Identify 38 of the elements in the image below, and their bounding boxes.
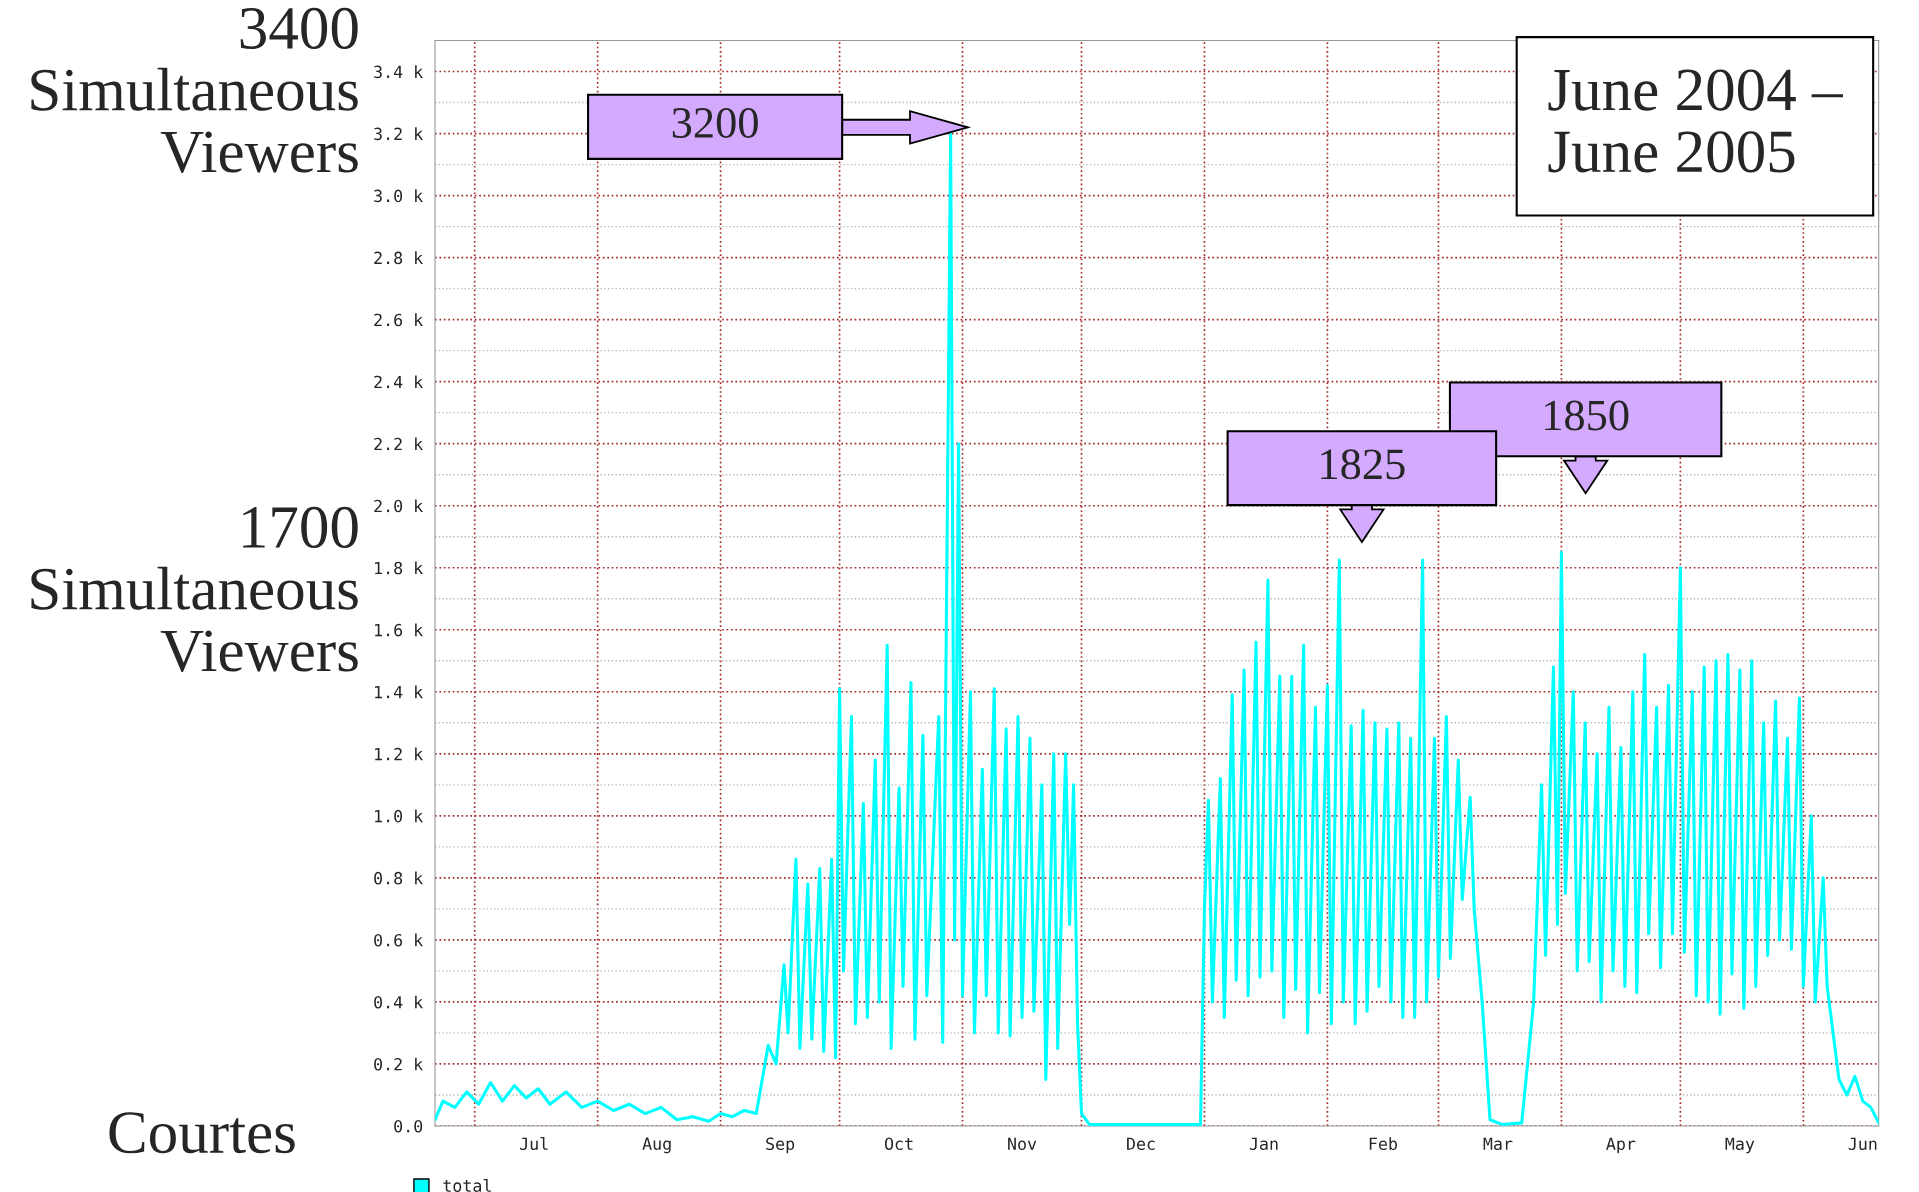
y-tick-label: 1.0 k bbox=[375, 809, 423, 823]
y-tick-label: 3.2 k bbox=[374, 127, 423, 141]
x-tick-label: Jan bbox=[1249, 1137, 1278, 1151]
y-tick-label: 1.6 k bbox=[375, 623, 423, 637]
x-tick-label: Dec bbox=[1127, 1137, 1155, 1151]
y-tick-label: 0.6 k bbox=[374, 933, 423, 947]
text: Courtes bbox=[109, 1112, 295, 1154]
x-tick-label: Jun bbox=[1848, 1137, 1877, 1151]
y-tick-label: 1.8 k bbox=[375, 561, 423, 575]
legend-label: total bbox=[443, 1178, 491, 1192]
y-tick-label: 2.4 k bbox=[374, 375, 423, 389]
x-tick-label: Feb bbox=[1369, 1137, 1397, 1151]
y-tick-label: 0.8 k bbox=[374, 871, 423, 885]
annotation: 3200 bbox=[672, 107, 758, 138]
annotation: 1850 bbox=[1545, 400, 1629, 431]
y-tick-label: 3.4 k bbox=[374, 65, 423, 79]
text: 1700 Simultaneous Viewers bbox=[31, 506, 358, 672]
x-tick-label: Aug bbox=[642, 1137, 671, 1154]
x-tick-label: Apr bbox=[1606, 1137, 1636, 1154]
y-tick-label: 0.0 bbox=[394, 1119, 423, 1133]
y-tick-label: 2.6 k bbox=[374, 313, 423, 327]
y-tick-label: 0.2 k bbox=[374, 1057, 423, 1071]
y-tick-label: 1.2 k bbox=[375, 747, 423, 761]
annotation: June 2004 – June 2005 bbox=[1548, 69, 1844, 173]
x-tick-label: Sep bbox=[766, 1137, 795, 1154]
y-tick-label: 2.2 k bbox=[374, 437, 423, 451]
x-tick-label: Oct bbox=[884, 1137, 913, 1151]
x-tick-label: Mar bbox=[1483, 1137, 1513, 1151]
y-tick-label: 3.0 k bbox=[374, 189, 423, 203]
y-tick-label: 1.4 k bbox=[375, 685, 423, 699]
x-tick-label: Jul bbox=[520, 1137, 548, 1151]
x-tick-label: May bbox=[1725, 1137, 1755, 1154]
annotation: 1825 bbox=[1321, 449, 1405, 480]
y-tick-label: 2.0 k bbox=[374, 499, 423, 513]
y-tick-label: 2.8 k bbox=[374, 251, 423, 265]
text: 3400 Simultaneous Viewers bbox=[31, 7, 358, 173]
x-tick-label: Nov bbox=[1008, 1137, 1037, 1151]
y-tick-label: 0.4 k bbox=[374, 995, 423, 1009]
